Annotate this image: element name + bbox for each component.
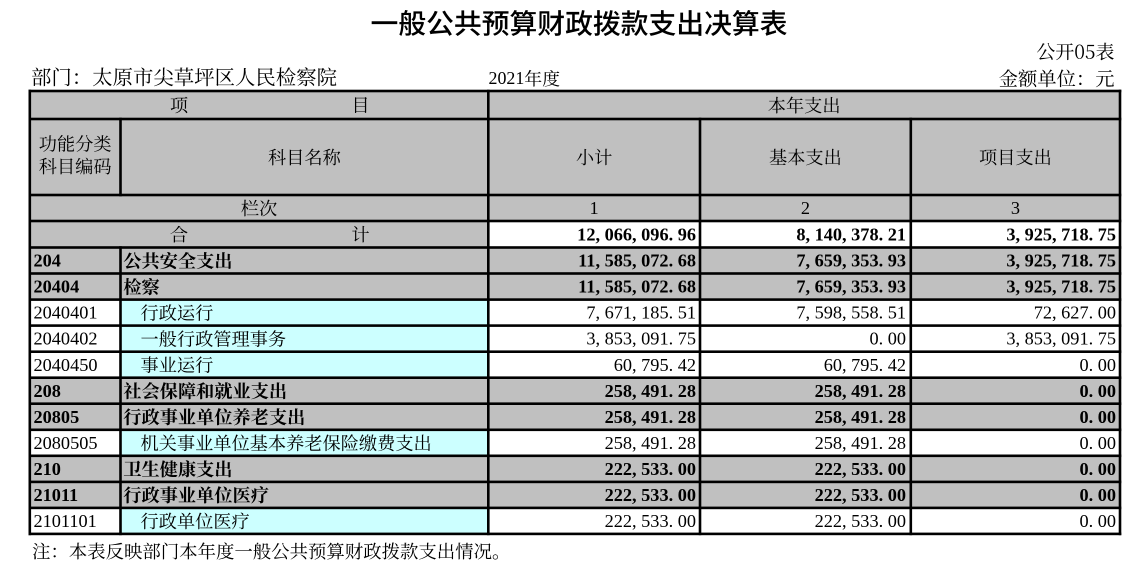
svg-text:208: 208 [34,381,61,401]
svg-text:3, 925, 718. 75: 3, 925, 718. 75 [1006,277,1116,297]
svg-text:222, 533. 00: 222, 533. 00 [605,485,696,505]
svg-text:3, 925, 718. 75: 3, 925, 718. 75 [1006,251,1116,271]
svg-text:0. 00: 0. 00 [1079,511,1116,531]
svg-text:60, 795. 42: 60, 795. 42 [824,355,906,375]
svg-text:11, 585, 072. 68: 11, 585, 072. 68 [578,277,696,297]
svg-text:222, 533. 00: 222, 533. 00 [605,459,696,479]
svg-text:2101101: 2101101 [34,511,97,531]
svg-text:0. 00: 0. 00 [1079,459,1116,479]
svg-text:0. 00: 0. 00 [1079,381,1116,401]
svg-text:7, 659, 353. 93: 7, 659, 353. 93 [796,277,906,297]
svg-text:2040450: 2040450 [34,355,98,375]
svg-text:7, 671, 185. 51: 7, 671, 185. 51 [586,303,696,323]
svg-text:11, 585, 072. 68: 11, 585, 072. 68 [578,251,696,271]
svg-text:72, 627. 00: 72, 627. 00 [1034,303,1116,323]
svg-text:1: 1 [590,198,599,218]
svg-text:0. 00: 0. 00 [1079,407,1116,427]
svg-text:258, 491. 28: 258, 491. 28 [815,381,906,401]
svg-text:3: 3 [1011,198,1020,218]
svg-text:20805: 20805 [34,407,80,427]
svg-text:0. 00: 0. 00 [1079,355,1116,375]
svg-text:7, 659, 353. 93: 7, 659, 353. 93 [796,251,906,271]
svg-text:2080505: 2080505 [34,433,98,453]
svg-text:20404: 20404 [34,277,80,297]
svg-text:210: 210 [34,459,61,479]
svg-text:3, 925, 718. 75: 3, 925, 718. 75 [1006,224,1116,244]
svg-text:21011: 21011 [34,485,79,505]
svg-text:258, 491. 28: 258, 491. 28 [605,381,696,401]
svg-text:258, 491. 28: 258, 491. 28 [815,407,906,427]
svg-text:0. 00: 0. 00 [1079,485,1116,505]
svg-text:204: 204 [34,251,61,271]
svg-text:258, 491. 28: 258, 491. 28 [605,433,696,453]
svg-text:0. 00: 0. 00 [869,329,906,349]
svg-text:7, 598, 558. 51: 7, 598, 558. 51 [796,303,906,323]
svg-text:60, 795. 42: 60, 795. 42 [614,355,696,375]
svg-text:12, 066, 096. 96: 12, 066, 096. 96 [577,224,696,244]
svg-text:222, 533. 00: 222, 533. 00 [605,511,696,531]
svg-text:2040401: 2040401 [34,303,98,323]
svg-text:8, 140, 378. 21: 8, 140, 378. 21 [796,224,906,244]
svg-text:222, 533. 00: 222, 533. 00 [815,511,906,531]
svg-text:2021: 2021 [489,68,525,88]
svg-text:2: 2 [801,198,810,218]
svg-text:0. 00: 0. 00 [1079,433,1116,453]
svg-text:222, 533. 00: 222, 533. 00 [815,485,906,505]
svg-text:258, 491. 28: 258, 491. 28 [815,433,906,453]
svg-text:222, 533. 00: 222, 533. 00 [815,459,906,479]
svg-text:2040402: 2040402 [34,329,98,349]
svg-text:3, 853, 091. 75: 3, 853, 091. 75 [1006,329,1116,349]
svg-text:258, 491. 28: 258, 491. 28 [605,407,696,427]
svg-text:3, 853, 091. 75: 3, 853, 091. 75 [586,329,696,349]
